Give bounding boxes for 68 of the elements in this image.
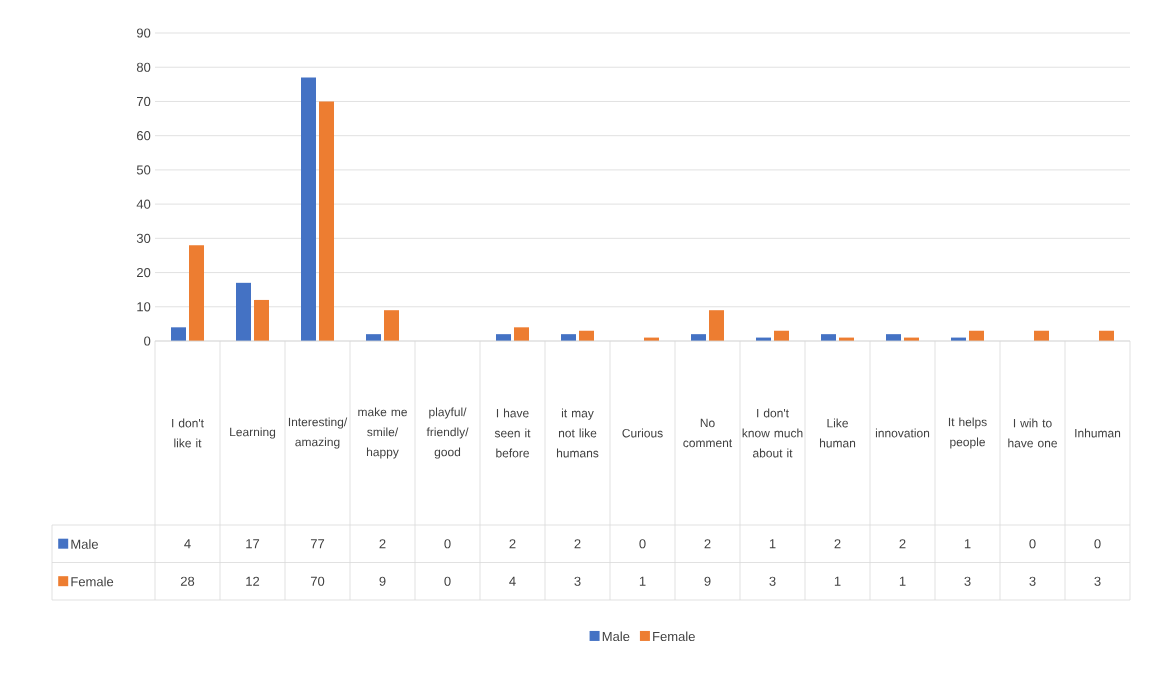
y-tick-label: 90	[136, 28, 151, 38]
x-tick-label: Curious	[622, 428, 663, 438]
data-label: 4	[509, 576, 516, 586]
y-tick-label: 50	[136, 165, 151, 175]
x-tick-label: make me smile/happy	[358, 407, 407, 459]
x-tick-label: playful/friendly/good	[426, 407, 469, 459]
data-label: 3	[769, 576, 776, 586]
bar	[254, 299, 269, 341]
y-tick-label: 70	[137, 96, 151, 107]
bar	[384, 310, 399, 341]
data-label: 1	[899, 576, 906, 586]
data-label: 0	[1029, 539, 1036, 549]
y-tick-label: 10	[137, 302, 151, 312]
data-label: 0	[444, 539, 451, 549]
x-tick-label: I have seen it before	[494, 408, 531, 458]
y-tick-label: 20	[137, 267, 151, 278]
data-label: 70	[310, 576, 325, 586]
data-label: 4	[184, 539, 191, 549]
data-label: 1	[834, 576, 841, 586]
data-label: 1	[639, 576, 646, 586]
x-tick-label: innovation	[875, 428, 930, 438]
data-label: 2	[704, 539, 711, 549]
x-tick-label: I don't like it	[172, 418, 204, 448]
bar	[709, 310, 725, 341]
x-tick-label: Interesting/amazing	[288, 417, 348, 449]
data-label: 17	[246, 539, 260, 549]
text: Male	[602, 631, 630, 642]
y-tick-label: 30	[136, 233, 151, 243]
data-label: 1	[769, 539, 776, 549]
bar	[319, 101, 334, 341]
bar	[514, 327, 530, 341]
legend-label: Female	[71, 576, 114, 587]
x-tick-label: Inhuman	[1075, 428, 1121, 438]
y-tick-label: 80	[136, 62, 151, 72]
data-label: 2	[834, 539, 841, 549]
y-tick-label: 60	[137, 131, 151, 141]
data-label: 3	[1094, 576, 1101, 586]
x-tick-label: it may not like humans	[556, 408, 599, 458]
data-label: 9	[379, 576, 386, 586]
data-label: 0	[444, 576, 451, 586]
x-tick-label: I wih to have one	[1008, 418, 1057, 448]
x-tick-label: Like human	[819, 418, 856, 448]
x-tick-label: No comment	[683, 418, 733, 448]
data-label: 3	[574, 576, 581, 586]
bar	[189, 245, 204, 341]
bar	[236, 282, 251, 341]
x-tick-label: I don't know much about it	[742, 408, 803, 458]
bar	[171, 327, 186, 341]
x-tick-label: Learning	[230, 427, 276, 439]
x-tick-label: It helps people	[948, 417, 987, 449]
legend-label: Male	[71, 539, 98, 549]
data-label: 2	[509, 539, 516, 549]
data-label: 1	[964, 539, 971, 549]
data-label: 0	[1094, 539, 1101, 549]
data-label: 3	[964, 576, 971, 586]
data-label: 3	[1029, 576, 1036, 586]
data-label: 0	[639, 539, 646, 549]
y-tick-label: 0	[144, 336, 151, 346]
data-label: 28	[180, 576, 195, 586]
data-label: 2	[574, 539, 581, 549]
bar	[301, 77, 316, 341]
data-label: 12	[246, 576, 260, 586]
data-label: 9	[704, 576, 711, 586]
data-label: 2	[899, 539, 906, 549]
data-label: 2	[379, 539, 386, 549]
data-label: 77	[310, 539, 325, 549]
text: Female	[653, 631, 695, 642]
y-tick-label: 40	[136, 199, 151, 209]
